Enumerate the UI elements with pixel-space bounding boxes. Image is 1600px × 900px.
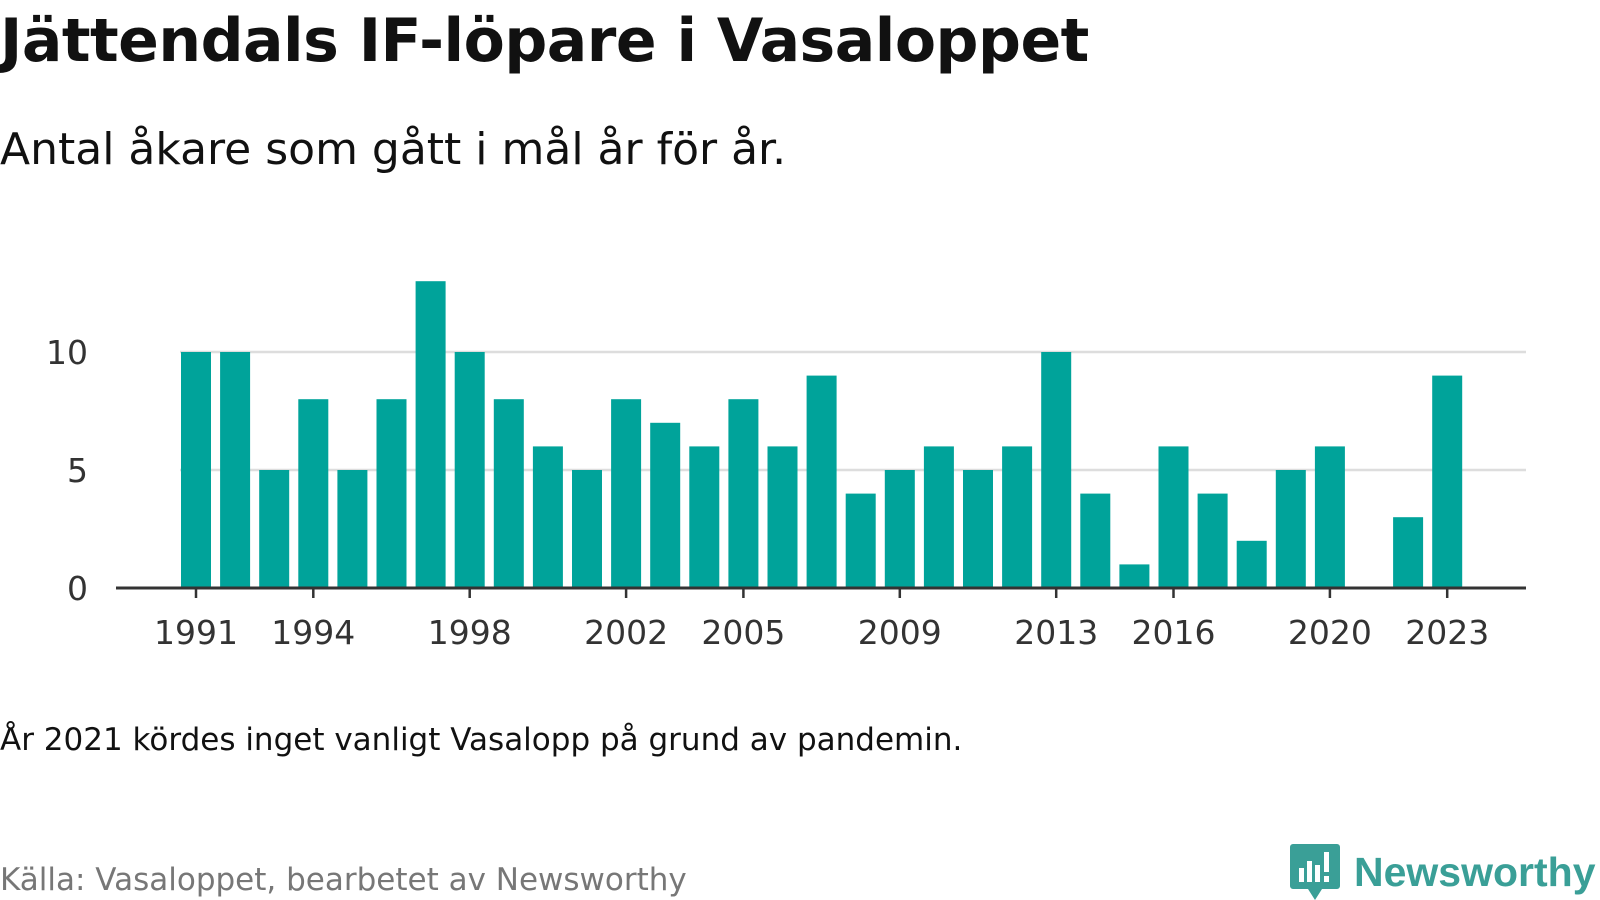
- bar-2000: [532, 446, 563, 588]
- x-tick-label-2020: 2020: [1288, 613, 1372, 652]
- chart-subtitle: Antal åkare som gått i mål år för år.: [0, 124, 787, 175]
- bar-2020: [1314, 446, 1345, 588]
- bar-1993: [259, 470, 290, 588]
- bar-2014: [1080, 493, 1111, 588]
- bar-1996: [376, 399, 407, 588]
- x-tick-label-1998: 1998: [428, 613, 512, 652]
- bar-2001: [572, 470, 602, 588]
- x-tick-label-2002: 2002: [584, 613, 668, 652]
- bar-2018: [1236, 540, 1267, 588]
- bar-1992: [220, 352, 251, 588]
- bar-2023: [1432, 375, 1463, 588]
- bar-2007: [806, 375, 837, 588]
- bar-2022: [1393, 517, 1424, 588]
- x-tick-label-2016: 2016: [1132, 613, 1216, 652]
- axes: 0 5 10 1991 1994 1998 2002 2005 2009 2013 2016 2020…: [46, 333, 1526, 652]
- bar-2009: [884, 470, 915, 588]
- bar-1997: [415, 281, 446, 588]
- newsworthy-logo-icon: [1290, 844, 1340, 900]
- bar-1998: [454, 352, 485, 588]
- bar-2008: [845, 493, 876, 588]
- x-tick-label-2005: 2005: [701, 613, 785, 652]
- x-tick-label-2023: 2023: [1405, 613, 1489, 652]
- bar-2003: [650, 422, 681, 588]
- bar-2006: [767, 446, 798, 588]
- bar-2004: [689, 446, 720, 588]
- bar-2012: [1002, 446, 1033, 588]
- bar-2013: [1041, 352, 1072, 588]
- x-tick-label-1991: 1991: [154, 613, 238, 652]
- bar-2015: [1119, 564, 1150, 588]
- bar-1991: [181, 352, 211, 588]
- bar-2019: [1275, 470, 1306, 588]
- y-tick-label-5: 5: [67, 451, 88, 490]
- source-credit: Källa: Vasaloppet, bearbetet av Newswort…: [0, 862, 687, 898]
- y-tick-label-0: 0: [67, 569, 88, 608]
- x-tick-label-2013: 2013: [1014, 613, 1098, 652]
- brand-name: Newsworthy: [1354, 848, 1596, 895]
- bar-2005: [728, 399, 759, 588]
- bar-1995: [337, 470, 368, 588]
- x-tick-label-2009: 2009: [858, 613, 942, 652]
- bar-2010: [923, 446, 954, 588]
- footnote: År 2021 kördes inget vanligt Vasalopp på…: [0, 722, 963, 758]
- chart-title: Jättendals IF-löpare i Vasaloppet: [0, 6, 1089, 76]
- newsworthy-logo: Newsworthy: [1290, 844, 1596, 900]
- bar-1999: [493, 399, 524, 588]
- bars: [181, 281, 1463, 588]
- bar-2017: [1197, 493, 1228, 588]
- bar-2002: [611, 399, 642, 588]
- bar-1994: [298, 399, 329, 588]
- x-tick-label-1994: 1994: [271, 613, 355, 652]
- y-tick-label-10: 10: [46, 333, 88, 372]
- bar-2011: [963, 470, 993, 588]
- bar-2016: [1158, 446, 1189, 588]
